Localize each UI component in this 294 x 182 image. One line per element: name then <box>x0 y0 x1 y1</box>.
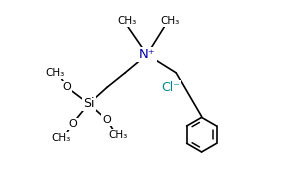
Text: CH₃: CH₃ <box>108 130 128 140</box>
Text: O: O <box>68 119 77 129</box>
Text: Cl⁻: Cl⁻ <box>161 81 180 94</box>
Text: O: O <box>63 82 71 92</box>
Text: Si: Si <box>83 97 94 110</box>
Text: CH₃: CH₃ <box>51 133 70 143</box>
Text: CH₃: CH₃ <box>46 68 65 78</box>
Text: O: O <box>103 115 111 125</box>
Text: CH₃: CH₃ <box>160 16 179 26</box>
Text: N⁺: N⁺ <box>139 48 155 61</box>
Text: CH₃: CH₃ <box>117 16 137 26</box>
